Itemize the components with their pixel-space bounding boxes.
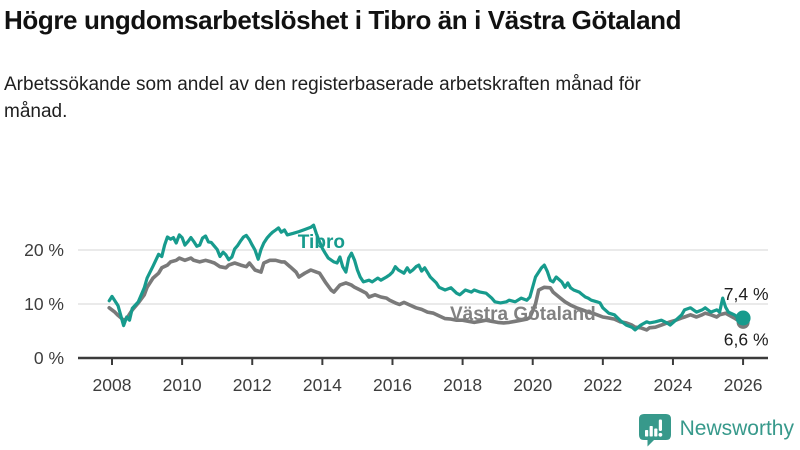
- chart-title: Högre ungdomsarbetslöshet i Tibro än i V…: [4, 5, 682, 35]
- series-name-label: Tibro: [298, 232, 345, 253]
- series-end-dot: [735, 310, 751, 326]
- series-name-label: Västra Götaland: [450, 304, 596, 325]
- series-end-value-label: 6,6 %: [724, 330, 769, 350]
- chart-subtitle: Arbetssökande som andel av den registerb…: [4, 74, 641, 122]
- y-axis-tick-label: 20 %: [24, 240, 64, 260]
- x-axis-tick-label: 2008: [93, 375, 132, 395]
- x-axis-tick-label: 2022: [583, 375, 622, 395]
- newsworthy-brand-text: Newsworthy: [679, 417, 794, 440]
- series-line-tibro: [107, 223, 745, 332]
- y-axis-tick-label: 10 %: [24, 294, 64, 314]
- x-axis-tick-label: 2026: [724, 375, 763, 395]
- x-axis-tick-label: 2020: [513, 375, 552, 395]
- y-axis-tick-label: 0 %: [34, 348, 64, 368]
- x-axis-tick-label: 2010: [163, 375, 202, 395]
- x-axis-tick-label: 2018: [443, 375, 482, 395]
- series-end-value-label: 7,4 %: [724, 284, 769, 304]
- x-axis-tick-label: 2014: [303, 375, 342, 395]
- chart-header: Högre ungdomsarbetslöshet i Tibro än i V…: [4, 4, 682, 125]
- series-line-v-stra-g-taland: [107, 256, 745, 332]
- x-axis-tick-label: 2012: [233, 375, 272, 395]
- x-axis-tick-label: 2016: [373, 375, 412, 395]
- series-end-dot: [736, 315, 750, 329]
- newsworthy-speech-bubble-bar-chart-icon: [638, 414, 671, 447]
- newsworthy-logo[interactable]: Newsworthy: [637, 411, 794, 447]
- x-axis-tick-label: 2024: [653, 375, 692, 395]
